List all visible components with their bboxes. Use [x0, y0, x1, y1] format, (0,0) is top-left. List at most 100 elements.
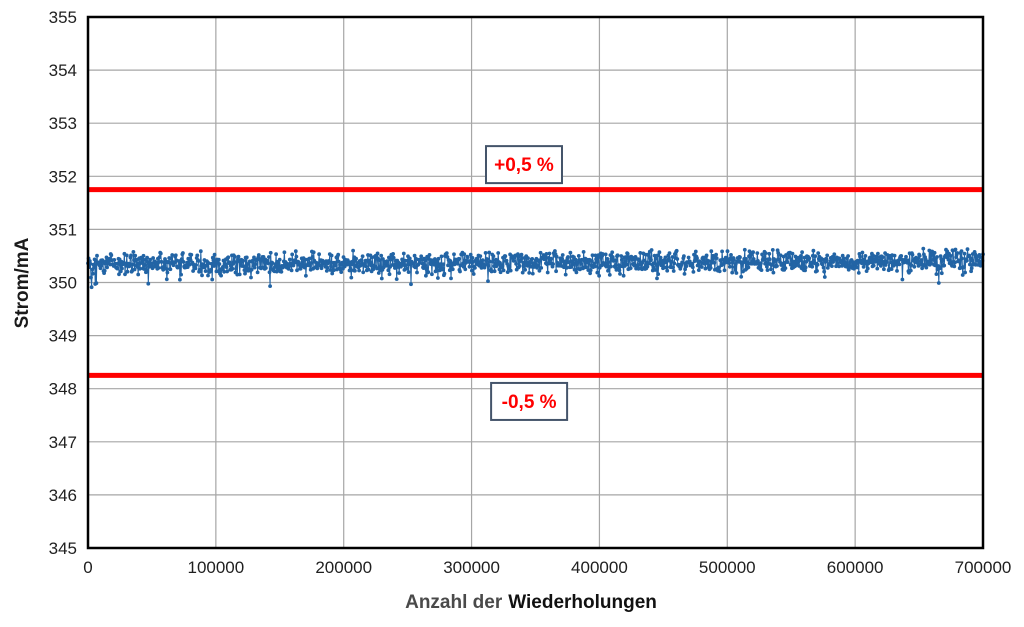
data-point: [447, 268, 452, 273]
data-point: [256, 253, 261, 257]
data-point: [576, 254, 581, 258]
data-point: [470, 256, 475, 260]
data-point: [93, 258, 98, 263]
data-point: [376, 271, 381, 275]
data-point: [145, 255, 150, 260]
data-point: [960, 273, 965, 277]
x-tick-label: 0: [83, 558, 92, 577]
y-tick-label: 355: [49, 8, 77, 27]
data-point: [720, 249, 724, 254]
data-point: [438, 262, 443, 267]
data-point: [969, 269, 973, 274]
data-point: [767, 257, 772, 262]
data-point: [379, 253, 384, 258]
data-point: [921, 246, 926, 251]
data-point: [842, 256, 846, 261]
x-axis-tick-labels: 0 100000 200000 300000 400000 500000 600000 700…: [83, 558, 1011, 577]
data-point: [455, 261, 460, 266]
data-point: [618, 272, 622, 276]
data-point: [732, 258, 736, 262]
data-point: [792, 259, 797, 264]
data-point: [573, 257, 578, 262]
data-point: [439, 254, 444, 259]
data-point: [693, 249, 698, 254]
data-point: [955, 251, 960, 255]
data-point: [825, 253, 830, 258]
data-point: [904, 254, 908, 259]
data-point: [810, 264, 815, 269]
data-point: [353, 268, 357, 273]
data-point: [671, 269, 676, 273]
data-point: [665, 268, 670, 273]
data-point: [527, 271, 532, 275]
data-point: [659, 263, 664, 268]
data-point: [432, 262, 437, 267]
data-point: [427, 253, 432, 257]
data-point: [507, 265, 512, 269]
data-point: [957, 259, 961, 264]
data-point: [584, 265, 588, 270]
data-point: [765, 268, 770, 272]
data-point: [520, 270, 525, 275]
data-point: [813, 254, 818, 259]
x-axis-title: Anzahl der Wiederholungen: [405, 592, 657, 614]
data-point: [820, 262, 825, 267]
data-point: [139, 257, 144, 262]
x-tick-label: 300000: [443, 558, 500, 577]
data-point: [621, 273, 626, 278]
y-tick-label: 351: [49, 220, 77, 239]
data-point: [336, 259, 341, 264]
data-point: [391, 255, 396, 260]
data-point: [268, 250, 273, 255]
data-point: [404, 266, 409, 271]
plot-frame: [86, 15, 985, 550]
data-point: [544, 252, 549, 256]
data-point: [508, 268, 513, 273]
data-point: [523, 267, 527, 272]
data-point: [295, 268, 299, 273]
data-point: [310, 255, 315, 259]
data-point: [333, 263, 338, 268]
data-point: [564, 265, 569, 270]
data-point: [146, 281, 151, 286]
data-point: [717, 265, 721, 270]
y-tick-label: 346: [49, 486, 77, 505]
data-point: [325, 265, 330, 270]
data-point: [209, 261, 214, 266]
data-point: [311, 250, 316, 255]
data-point: [434, 268, 439, 272]
data-point: [407, 256, 412, 261]
data-point: [835, 261, 840, 265]
data-point: [899, 254, 904, 258]
data-point: [674, 248, 679, 253]
data-point: [223, 262, 228, 267]
data-point: [156, 266, 161, 270]
data-point: [136, 272, 141, 277]
data-point: [423, 258, 428, 263]
data-point: [846, 254, 850, 258]
data-point: [595, 270, 600, 275]
data-point: [349, 275, 354, 280]
data-point: [840, 264, 844, 268]
data-point: [468, 252, 473, 257]
data-point: [204, 263, 209, 268]
data-point: [307, 256, 312, 261]
data-point: [385, 259, 389, 264]
data-point: [138, 266, 142, 271]
data-point: [895, 269, 899, 273]
data-point: [127, 262, 132, 266]
data-point: [404, 263, 409, 268]
data-point: [717, 269, 722, 274]
data-point: [553, 249, 557, 253]
data-point: [317, 252, 321, 257]
data-point: [379, 276, 384, 281]
data-point: [588, 268, 593, 273]
data-point: [769, 267, 773, 272]
data-point: [767, 251, 772, 256]
data-point: [165, 270, 170, 275]
data-point: [883, 263, 888, 267]
data-point: [938, 266, 942, 271]
data-point: [803, 268, 807, 273]
y-tick-label: 353: [49, 114, 77, 133]
